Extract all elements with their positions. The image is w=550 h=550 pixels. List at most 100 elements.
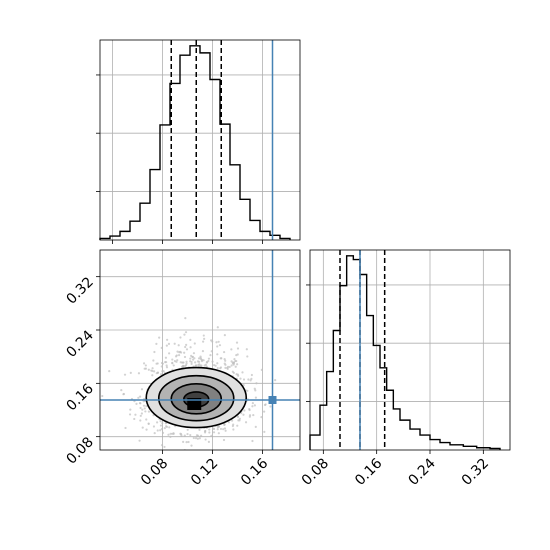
joint-scatter-point: [216, 345, 219, 348]
joint-scatter-point: [179, 361, 182, 364]
joint-scatter-point: [199, 356, 202, 360]
joint-scatter-point: [155, 342, 158, 345]
joint-scatter-point: [160, 365, 163, 368]
joint-scatter-point: [164, 361, 167, 364]
joint-scatter-point: [230, 360, 233, 363]
joint-scatter-point: [223, 334, 226, 337]
joint-scatter-point: [144, 367, 148, 370]
joint-truth-lines: [100, 250, 300, 450]
joint-scatter-point: [175, 360, 178, 363]
joint-scatter-point: [183, 364, 187, 368]
joint-scatter-point: [164, 356, 168, 359]
histogram-y-ticks: 0.08 0.16 0.24 0.32: [299, 450, 492, 489]
joint-scatter-point: [172, 364, 175, 367]
joint-scatter-point: [202, 334, 205, 337]
histogram-y-grid: [306, 250, 510, 450]
joint-scatter-point: [185, 343, 188, 346]
joint-scatter-point: [200, 434, 203, 437]
joint-scatter-point: [232, 363, 235, 366]
joint-scatter-point: [203, 337, 206, 340]
joint-scatter-point: [176, 359, 179, 362]
joint-scatter-point: [165, 366, 169, 369]
joint-scatter-point: [189, 360, 192, 363]
joint-scatter-point: [185, 348, 189, 351]
joint-scatter-point: [209, 354, 212, 357]
joint-scatter-point: [187, 440, 190, 444]
joint-scatter-point: [166, 338, 169, 341]
joint-scatter-point: [247, 378, 250, 381]
joint-scatter-point: [230, 364, 233, 367]
joint-scatter-point: [243, 409, 246, 412]
joint-scatter-point: [208, 431, 211, 434]
joint-scatter-point: [152, 425, 156, 428]
joint-scatter-point: [137, 372, 141, 375]
joint-scatter-point: [173, 342, 176, 345]
joint-scatter-point: [137, 396, 140, 399]
joint-scatter-point: [138, 401, 142, 405]
joint-scatter-point: [207, 357, 211, 360]
joint-scatter-point: [195, 364, 198, 367]
joint-contour-core: [187, 398, 202, 410]
joint-scatter-point: [246, 355, 249, 358]
joint-scatter-point: [182, 440, 185, 443]
joint-scatter-point: [234, 359, 237, 363]
joint-scatter-point: [177, 354, 181, 357]
joint-scatter-point: [171, 358, 174, 361]
joint-scatter-point: [202, 340, 205, 343]
joint-scatter-point: [189, 433, 192, 437]
joint-scatter-point: [248, 415, 251, 418]
joint-scatter-point: [194, 437, 198, 440]
joint-scatter-point: [224, 429, 227, 432]
joint-scatter-point: [213, 427, 216, 431]
joint-scatter-point: [143, 407, 146, 410]
joint-scatter-point: [135, 402, 138, 405]
joint-scatter-point: [101, 394, 104, 398]
joint-ytick-label: 0.32: [63, 274, 96, 307]
joint-scatter-point: [201, 358, 204, 362]
joint-scatter-point: [223, 362, 226, 365]
joint-scatter-point: [151, 374, 154, 377]
joint-scatter-point: [179, 351, 183, 354]
joint-scatter-point: [139, 419, 142, 422]
joint-scatter-point: [200, 364, 203, 367]
joint-scatter-point: [203, 430, 207, 433]
joint-scatter-point: [236, 415, 240, 418]
joint-scatter-point: [235, 341, 239, 344]
joint-scatter-point: [236, 353, 239, 356]
joint-scatter-point: [197, 357, 201, 360]
joint-scatter-point: [234, 365, 237, 368]
joint-scatter-point: [155, 421, 159, 424]
histogram-y-frame: [309, 249, 511, 451]
joint-scatter-point: [184, 331, 188, 334]
joint-scatter-point: [216, 353, 219, 356]
joint-scatter-point: [263, 410, 266, 413]
joint-scatter-point: [216, 362, 219, 365]
joint-scatter-point: [134, 413, 137, 416]
joint-scatter-point: [184, 317, 187, 320]
joint-scatter-point: [183, 333, 186, 336]
joint-scatter-point: [185, 362, 188, 365]
joint-scatter-point: [139, 414, 142, 417]
joint-scatter-point: [140, 388, 144, 391]
joint-scatter-point: [186, 428, 189, 431]
joint-scatter-point: [223, 427, 227, 430]
histogram-x-grid: [96, 40, 300, 240]
joint-scatter-point: [181, 463, 183, 465]
joint-scatter-point: [153, 432, 156, 435]
joint-scatter-point: [216, 426, 219, 429]
joint-scatter-point: [147, 368, 150, 371]
joint-scatter-point: [189, 338, 192, 341]
joint-scatter-point: [219, 427, 223, 431]
joint-scatter-point: [224, 359, 227, 362]
joint-scatter-point: [231, 370, 234, 373]
joint-scatter-point: [239, 377, 242, 380]
joint-scatter-point: [160, 444, 164, 447]
joint-scatter-point: [177, 344, 180, 347]
joint-scatter-point: [263, 430, 266, 433]
joint-scatter-point: [218, 344, 222, 347]
histogram-y-bars: [309, 255, 501, 450]
joint-scatter-point: [179, 336, 182, 339]
joint-scatter-point: [139, 395, 142, 398]
joint-scatter-point: [260, 416, 263, 419]
histogram-x-panel: [96, 39, 301, 244]
